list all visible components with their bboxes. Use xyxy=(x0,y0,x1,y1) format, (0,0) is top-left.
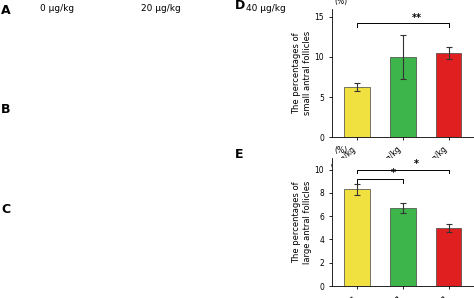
Bar xyxy=(345,190,370,286)
Text: 40 μg/kg: 40 μg/kg xyxy=(246,4,285,13)
Bar xyxy=(436,228,461,286)
Text: B: B xyxy=(1,103,10,116)
Bar xyxy=(436,53,461,137)
Text: 0 μg/kg: 0 μg/kg xyxy=(40,4,74,13)
Bar xyxy=(345,87,370,137)
Text: (%): (%) xyxy=(334,146,347,155)
Text: **: ** xyxy=(411,13,422,23)
Bar xyxy=(390,208,416,286)
Text: E: E xyxy=(235,148,244,161)
Text: A: A xyxy=(1,4,10,18)
Text: *: * xyxy=(391,168,396,178)
Y-axis label: The percentages of
small antral follicles: The percentages of small antral follicle… xyxy=(292,31,312,115)
Text: *: * xyxy=(414,159,419,169)
Bar xyxy=(390,57,416,137)
Text: D: D xyxy=(235,0,246,12)
Text: C: C xyxy=(1,203,10,216)
Text: 20 μg/kg: 20 μg/kg xyxy=(141,4,181,13)
Y-axis label: The percentages of
large antral follicles: The percentages of large antral follicle… xyxy=(292,180,312,264)
Text: (%): (%) xyxy=(334,0,347,6)
